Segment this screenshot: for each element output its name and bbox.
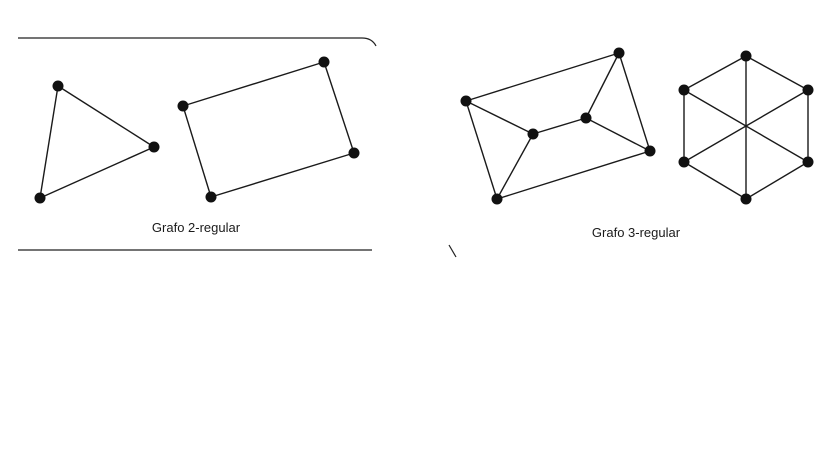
- vertex: [678, 156, 690, 168]
- edge: [465, 100, 498, 200]
- vertex: [740, 50, 752, 62]
- vertex: [205, 191, 217, 203]
- triangle-graph: [34, 80, 160, 204]
- edge: [323, 61, 355, 154]
- edge: [585, 117, 651, 152]
- edge: [618, 52, 651, 152]
- panel-frame: [18, 37, 457, 258]
- edge: [532, 117, 587, 135]
- vertex: [678, 84, 690, 96]
- vertex: [580, 112, 592, 124]
- prism-graph: [460, 47, 656, 205]
- vertex: [802, 156, 814, 168]
- edge: [745, 55, 809, 91]
- caption-2-regular: Grafo 2-regular: [152, 220, 241, 235]
- edge: [683, 55, 747, 91]
- frame-top-line: [18, 37, 377, 47]
- quadrilateral-graph: [177, 56, 360, 203]
- edge: [745, 161, 809, 200]
- edge: [57, 85, 155, 148]
- vertex: [644, 145, 656, 157]
- vertex: [802, 84, 814, 96]
- edge: [683, 161, 747, 200]
- vertex: [460, 95, 472, 107]
- vertex: [527, 128, 539, 140]
- edge: [683, 89, 809, 163]
- vertex: [740, 193, 752, 205]
- vertex: [52, 80, 64, 92]
- vertex: [318, 56, 330, 68]
- edge: [182, 105, 212, 198]
- edge: [210, 152, 355, 198]
- edge: [496, 150, 651, 200]
- edge: [465, 100, 534, 135]
- caption-3-regular: Grafo 3-regular: [592, 225, 681, 240]
- edge: [585, 52, 620, 119]
- vertex: [177, 100, 189, 112]
- hexagon-graph: [678, 50, 814, 205]
- vertex: [348, 147, 360, 159]
- vertex: [148, 141, 160, 153]
- edge: [39, 85, 59, 199]
- edge: [182, 61, 325, 107]
- edge: [465, 52, 620, 102]
- vertex: [34, 192, 46, 204]
- vertex: [491, 193, 503, 205]
- vertex: [613, 47, 625, 59]
- frame-corner-mark: [448, 244, 457, 258]
- edge: [39, 146, 155, 199]
- edge: [496, 133, 534, 200]
